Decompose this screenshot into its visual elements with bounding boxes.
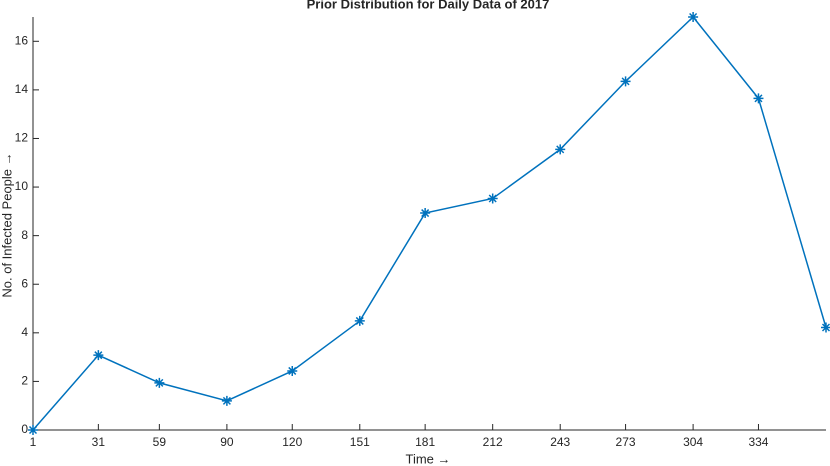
y-tick-label: 14 xyxy=(15,82,29,96)
data-marker xyxy=(487,193,498,204)
data-marker xyxy=(753,93,764,104)
data-marker xyxy=(354,315,365,326)
data-marker xyxy=(420,208,431,219)
x-tick-label: 120 xyxy=(282,435,302,449)
y-tick-label: 8 xyxy=(21,228,28,242)
data-marker xyxy=(555,144,566,155)
x-tick-label: 31 xyxy=(92,435,106,449)
data-marker xyxy=(221,395,232,406)
x-tick-label: 334 xyxy=(748,435,768,449)
x-tick-label: 59 xyxy=(153,435,167,449)
y-tick-label: 4 xyxy=(21,325,28,339)
data-marker xyxy=(821,322,830,333)
x-tick-label: 243 xyxy=(550,435,570,449)
x-tick-label: 181 xyxy=(415,435,435,449)
data-marker xyxy=(287,365,298,376)
x-tick-label: 1 xyxy=(30,435,37,449)
x-tick-label: 151 xyxy=(350,435,370,449)
y-tick-label: 10 xyxy=(15,179,29,193)
data-line xyxy=(32,15,827,431)
y-axis-label: No. of Infected People → xyxy=(0,152,14,297)
x-axis-label: Time → xyxy=(405,451,450,466)
data-marker xyxy=(93,350,104,361)
y-tick-label: 12 xyxy=(15,131,29,145)
data-marker xyxy=(28,425,38,435)
data-marker xyxy=(688,12,699,22)
x-tick-label: 273 xyxy=(616,435,636,449)
y-tick-label: 6 xyxy=(21,276,28,290)
y-tick-label: 0 xyxy=(21,422,28,436)
chart-title: Prior Distribution for Daily Data of 201… xyxy=(307,0,550,11)
data-marker xyxy=(620,76,631,87)
data-marker xyxy=(154,377,165,388)
y-tick-label: 2 xyxy=(21,374,28,388)
y-tick-label: 16 xyxy=(15,33,29,47)
x-tick-label: 90 xyxy=(220,435,234,449)
x-tick-label: 212 xyxy=(483,435,503,449)
x-tick-label: 304 xyxy=(683,435,703,449)
